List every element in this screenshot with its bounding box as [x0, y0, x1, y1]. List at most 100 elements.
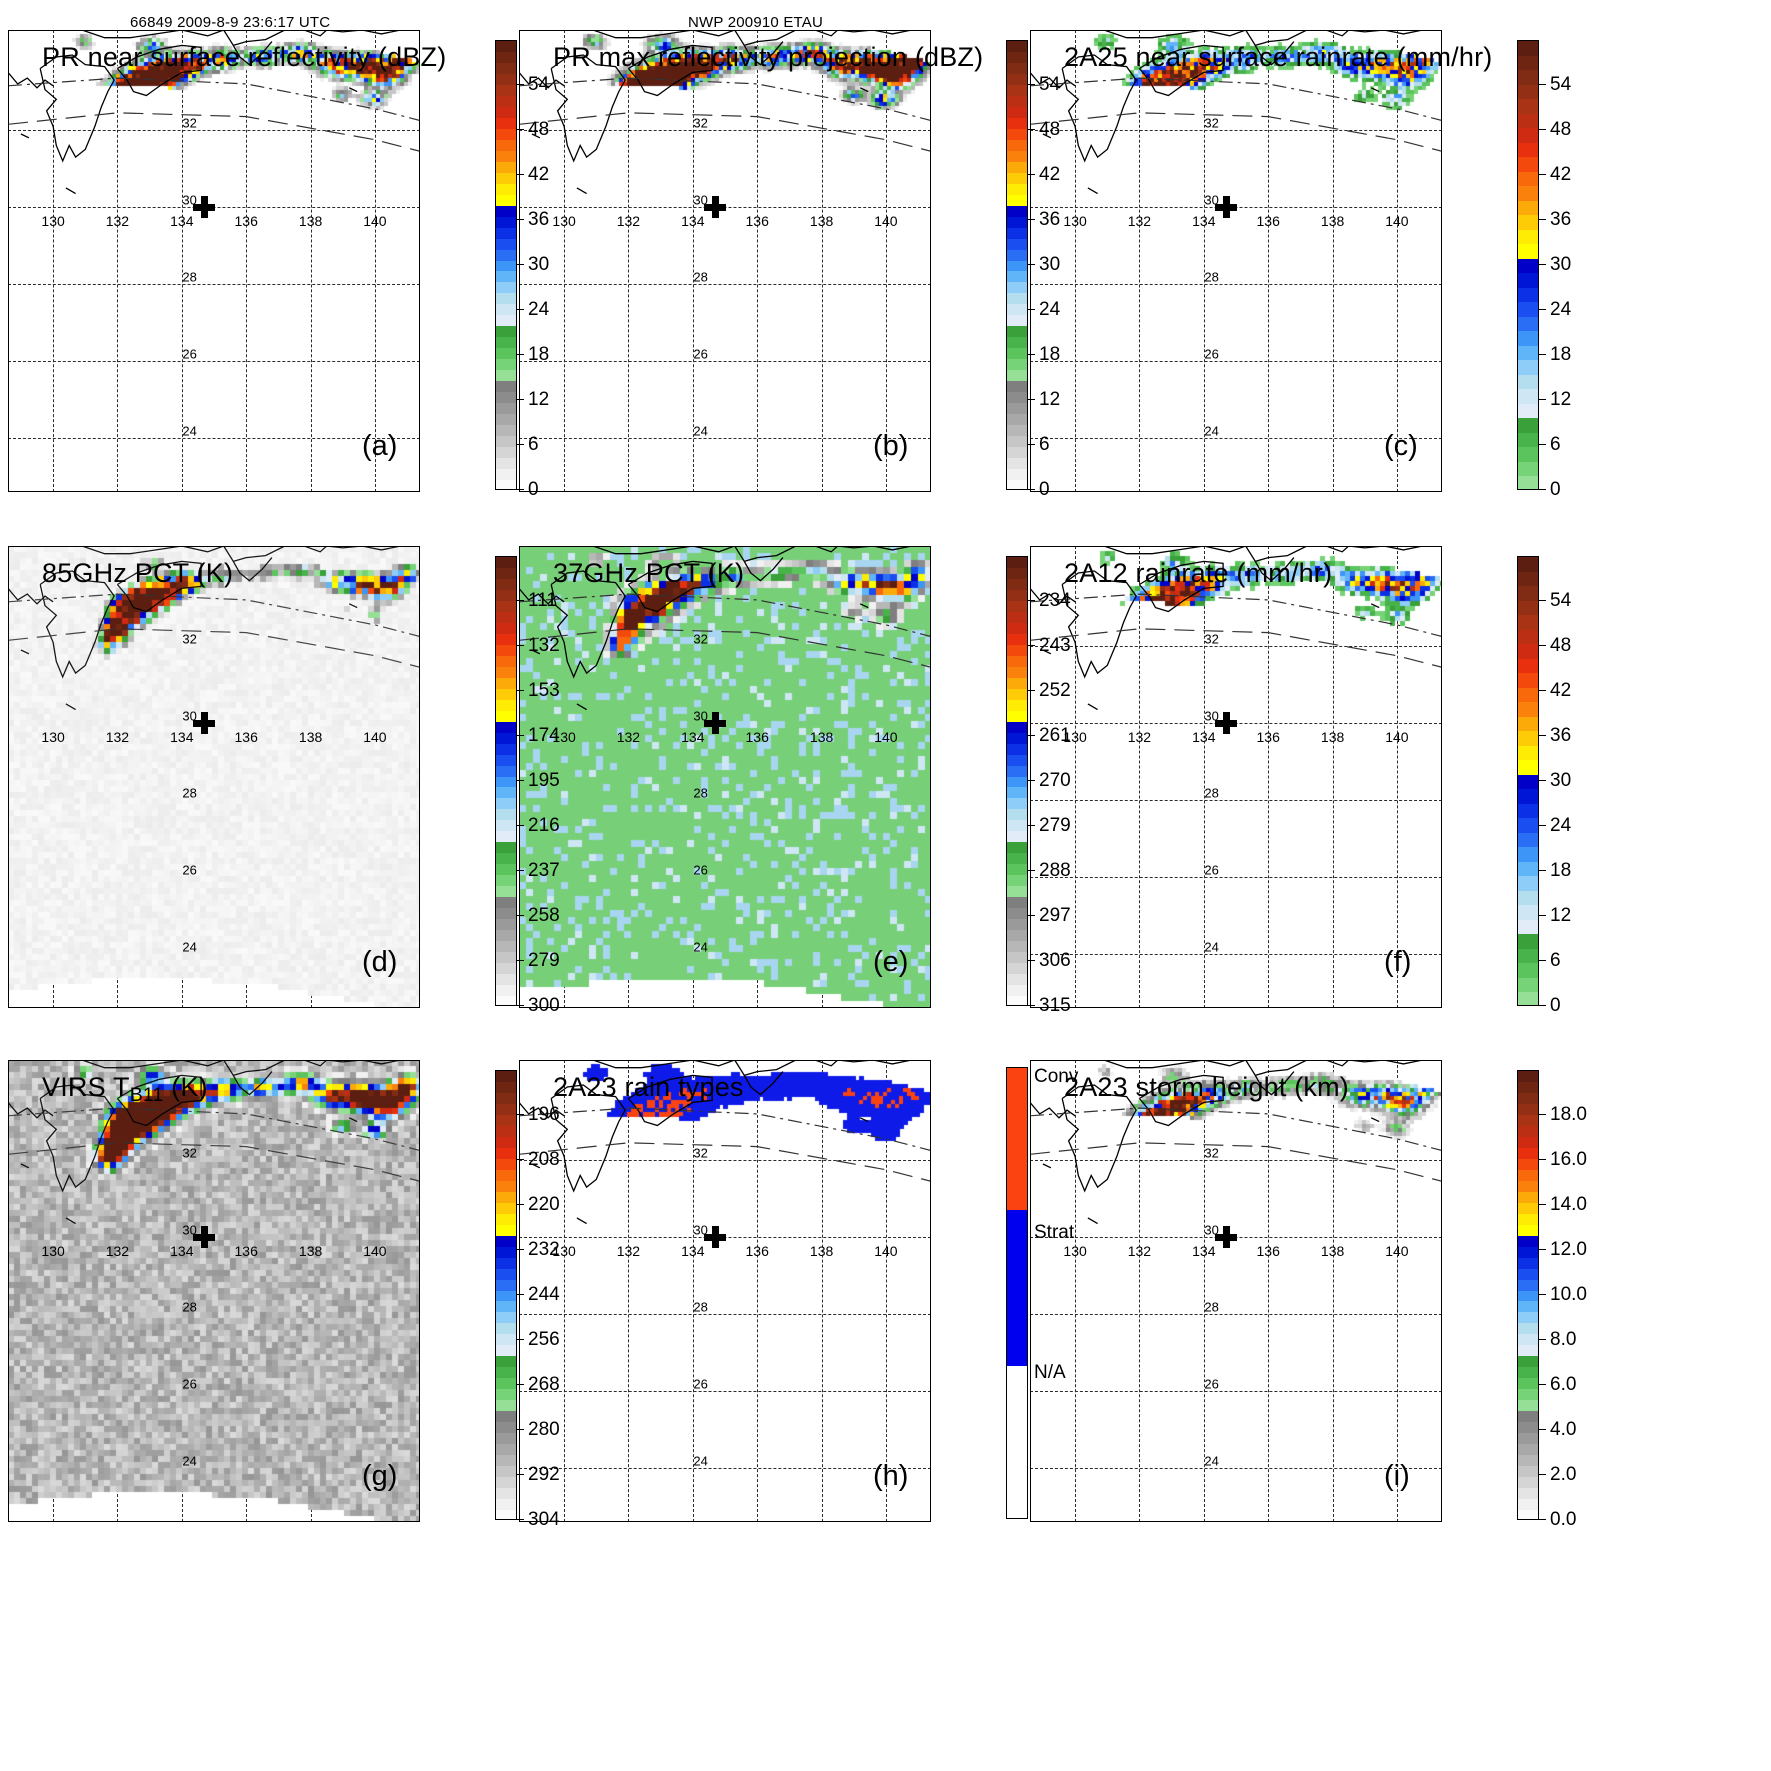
colorbar-tick: 48: [1539, 119, 1571, 141]
coastline: [8, 1060, 420, 1225]
colorbar-tick-label: Conv: [1034, 1066, 1079, 1087]
colorbar-tick: 111: [517, 590, 557, 612]
colorbar-segment: [1007, 875, 1027, 887]
lat-tick-label: 24: [693, 423, 708, 439]
colorbar-segment: [1007, 952, 1027, 964]
lon-tick-label: 136: [234, 729, 258, 746]
colorbar-segment: [1007, 600, 1027, 613]
colorbar-segment: [1518, 302, 1538, 318]
colorbar-segment: [1007, 381, 1027, 393]
lon-tick-label: 134: [170, 1243, 194, 1260]
colorbar-segment: [496, 1488, 516, 1500]
colorbar-segment: [1007, 831, 1027, 843]
lat-tick-label: 32: [1204, 631, 1219, 647]
colorbar-tick-label: 14.0: [1550, 1194, 1587, 1215]
colorbar-segment: [1007, 985, 1027, 997]
colorbar-tick-label: 6.0: [1550, 1374, 1577, 1395]
colorbar-segment: [1518, 461, 1538, 478]
colorbar-tick: 30: [1539, 770, 1571, 792]
map-area-f[interactable]: 130 132 134 136 138 140 32 30 28 26 24: [1030, 546, 1442, 1008]
lat-tick-label: 28: [182, 785, 197, 801]
colorbar-segment: [496, 743, 516, 756]
colorbar-tick: 30: [1539, 254, 1571, 276]
colorbar-segment: [496, 578, 516, 591]
colorbar-segment: [1518, 803, 1538, 819]
colorbar-segment: [1518, 876, 1538, 892]
colorbar-segment: [1007, 754, 1027, 767]
map-area-c[interactable]: 130 132 134 136 138 140 32 30 28 26 24: [1030, 30, 1442, 492]
storm-height-colorbar[interactable]: [1517, 1070, 1539, 1520]
colorbar-segment: [1518, 1081, 1538, 1094]
panel-a: 130 132 134 136 138 140 32 30 28 26 24 PR near surf…: [8, 30, 446, 492]
colorbar-segment: [496, 567, 516, 580]
lat-tick-label: 24: [182, 423, 197, 439]
map-area-g[interactable]: 130 132 134 136 138 140 32 30 28 26 24: [8, 1060, 420, 1522]
colorbar-segment: [1007, 480, 1027, 489]
map-area-e[interactable]: 130 132 134 136 138 140 32 30 28 26 24: [519, 546, 931, 1008]
colorbar-segment: [496, 1499, 516, 1511]
pct37-colorbar[interactable]: [1006, 556, 1028, 1006]
colorbar-segment: [1518, 774, 1538, 790]
colorbar-segment: [1518, 128, 1538, 144]
colorbar-segment: [496, 710, 516, 723]
virs-tb11-colorbar[interactable]: [495, 1070, 517, 1520]
colorbar-segment: [1518, 1378, 1538, 1390]
map-area-b[interactable]: 130 132 134 136 138 140 32 30 28 26 24: [519, 30, 931, 492]
colorbar-segment: [1518, 1389, 1538, 1401]
colorbar-segment: [1518, 1158, 1538, 1171]
colorbar-segment: [1518, 113, 1538, 129]
lat-tick-label: 30: [1204, 708, 1219, 724]
colorbar-segment: [1007, 589, 1027, 602]
lat-tick-label: 26: [1204, 1376, 1219, 1392]
reflectivity-colorbar[interactable]: [495, 40, 517, 490]
colorbar-segment: [1007, 183, 1027, 196]
colorbar-segment: [1518, 142, 1538, 158]
colorbar-segment: [1518, 1268, 1538, 1281]
colorbar-segment: [1007, 919, 1027, 931]
colorbar-segment: [1007, 260, 1027, 273]
colorbar-segment: [1518, 447, 1538, 463]
colorbar-segment: [1518, 992, 1538, 1005]
colorbar-segment: [1518, 171, 1538, 187]
colorbar-segment: [496, 864, 516, 876]
colorbar-tick: 279: [1028, 815, 1071, 837]
colorbar-segment: [1518, 84, 1538, 100]
map-area-h[interactable]: 130 132 134 136 138 140 32 30 28 26 24: [519, 1060, 931, 1522]
panel-label-f: (f): [1384, 946, 1412, 978]
colorbar-segment: [496, 1356, 516, 1368]
pct85-colorbar[interactable]: [495, 556, 517, 1006]
colorbar-tick-label: 36: [1550, 725, 1572, 746]
coastline: [519, 1060, 931, 1225]
map-area-a[interactable]: 130 132 134 136 138 140 32 30 28 26 24: [8, 30, 420, 492]
colorbar-segment: [496, 1378, 516, 1390]
colorbar-segment: [1518, 586, 1538, 602]
colorbar-segment: [1518, 1367, 1538, 1379]
lon-tick-label: 136: [1256, 213, 1280, 230]
map-area-i[interactable]: 130 132 134 136 138 140 32 30 28 26 24: [1030, 1060, 1442, 1522]
colorbar-segment: [1007, 743, 1027, 756]
colorbar-tick: 208: [517, 1149, 560, 1171]
reflectivity-colorbar[interactable]: [1006, 40, 1028, 490]
colorbar-segment: [1518, 1510, 1538, 1519]
lat-tick-label: 28: [693, 1299, 708, 1315]
colorbar-segment: [1518, 244, 1538, 260]
colorbar-tick: 18: [1539, 860, 1571, 882]
rainrate-colorbar[interactable]: [1517, 40, 1539, 490]
colorbar-segment: [1518, 229, 1538, 245]
lon-tick-label: 140: [874, 213, 898, 230]
colorbar-segment: [496, 600, 516, 613]
colorbar-segment: [496, 161, 516, 174]
colorbar-tick: 292: [517, 1464, 560, 1486]
colorbar-segment: [496, 776, 516, 789]
rainrate-colorbar[interactable]: [1517, 556, 1539, 1006]
map-area-d[interactable]: 130 132 134 136 138 140 32 30 28 26 24: [8, 546, 420, 1008]
colorbar-segment: [1518, 1191, 1538, 1204]
rain-type-colorbar[interactable]: [1006, 1067, 1028, 1519]
colorbar-segment: [1007, 271, 1027, 284]
lat-tick-label: 26: [1204, 346, 1219, 362]
colorbar-segment: [496, 1136, 516, 1149]
lon-tick-label: 132: [105, 213, 130, 230]
colorbar-tick-label: 132: [528, 635, 560, 656]
colorbar-segment: [1518, 1334, 1538, 1346]
colorbar-tick-label: 304: [528, 1509, 560, 1530]
